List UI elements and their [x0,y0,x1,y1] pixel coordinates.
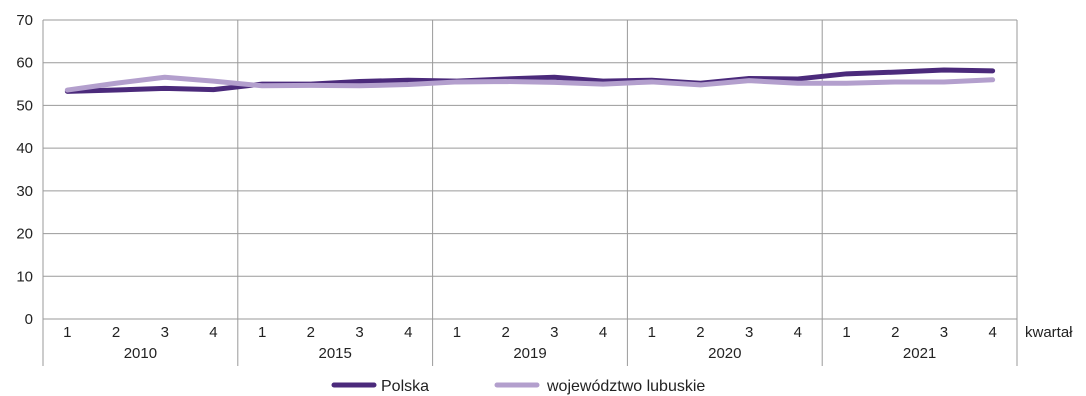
legend-label-0: Polska [381,378,429,395]
y-tick-label: 0 [25,311,33,328]
x-tick-label: 3 [940,324,948,341]
x-group-label: 2010 [124,345,157,362]
y-tick-label: 30 [16,183,33,200]
x-group-label: 2021 [903,345,936,362]
x-tick-label: 2 [307,324,315,341]
x-axis-title: kwartał [1025,324,1073,341]
x-tick-label: 4 [599,324,607,341]
x-tick-label: 2 [501,324,509,341]
y-tick-label: 20 [16,226,33,243]
x-tick-label: 2 [112,324,120,341]
x-tick-label: 4 [794,324,802,341]
y-tick-label: 50 [16,97,33,114]
x-tick-label: 3 [550,324,558,341]
x-tick-label: 1 [258,324,266,341]
x-tick-label: 1 [453,324,461,341]
y-tick-label: 60 [16,55,33,72]
y-tick-label: 10 [16,268,33,285]
x-tick-label: 4 [209,324,217,341]
x-tick-label: 2 [891,324,899,341]
y-tick-label: 40 [16,140,33,157]
x-tick-label: 3 [355,324,363,341]
x-tick-label: 1 [648,324,656,341]
series-lines [64,67,996,94]
x-group-label: 2020 [708,345,741,362]
x-tick-label: 3 [161,324,169,341]
y-tick-label: 70 [16,12,33,29]
x-group-label: 2019 [513,345,546,362]
x-tick-label: 4 [404,324,412,341]
x-tick-label: 1 [63,324,71,341]
x-tick-label: 4 [988,324,996,341]
x-tick-label: 3 [745,324,753,341]
legend-label-1: województwo lubuskie [546,378,705,395]
legend: Polska województwo lubuskie [331,378,705,395]
series-line-0 [64,67,996,94]
x-tick-label: 1 [842,324,850,341]
y-axis: 0 10 20 30 40 50 60 70 [16,12,33,328]
x-group-label: 2015 [319,345,352,362]
x-tick-label: 2 [696,324,704,341]
series-line-1 [64,74,996,93]
grid-lines [42,19,1018,320]
x-axis: 1 2 3 4 1 2 3 4 1 2 3 4 1 2 3 4 1 2 3 4 2010 2015 2019 2020 2021 [42,319,1018,366]
